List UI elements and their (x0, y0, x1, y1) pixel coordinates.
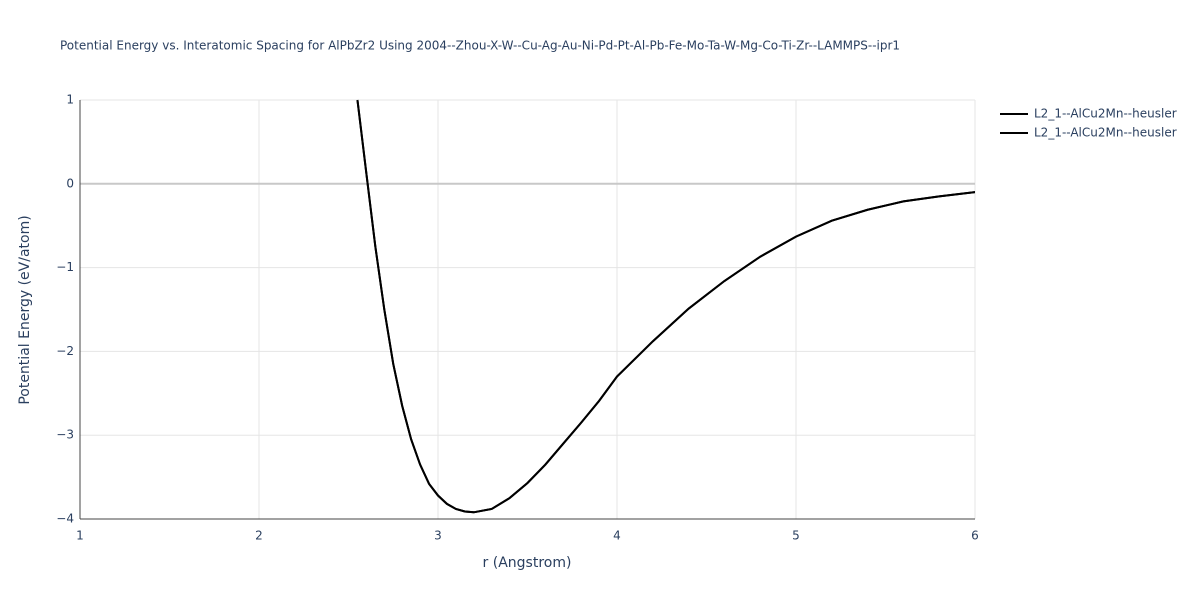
x-tick-label: 1 (76, 529, 84, 543)
x-tick-label: 6 (971, 529, 979, 543)
y-tick-label: −1 (56, 260, 74, 274)
y-tick-label: 0 (66, 176, 74, 190)
x-tick-label: 4 (613, 529, 621, 543)
y-axis-label: Potential Energy (eV/atom) (17, 215, 33, 404)
line-series (356, 99, 975, 514)
x-tick-label: 2 (255, 529, 263, 543)
x-tick-label: 3 (434, 529, 442, 543)
y-tick-label: 1 (66, 93, 74, 107)
chart-title: Potential Energy vs. Interatomic Spacing… (60, 39, 900, 53)
legend-label: L2_1--AlCu2Mn--heusler (1034, 126, 1177, 140)
y-tick-label: −2 (56, 344, 74, 358)
y-tick-label: −4 (56, 512, 74, 526)
y-tick-label: −3 (56, 428, 74, 442)
line-series (356, 99, 975, 514)
legend-label: L2_1--AlCu2Mn--heusler (1034, 107, 1177, 121)
x-tick-label: 5 (792, 529, 800, 543)
x-axis-label: r (Angstrom) (483, 555, 572, 571)
